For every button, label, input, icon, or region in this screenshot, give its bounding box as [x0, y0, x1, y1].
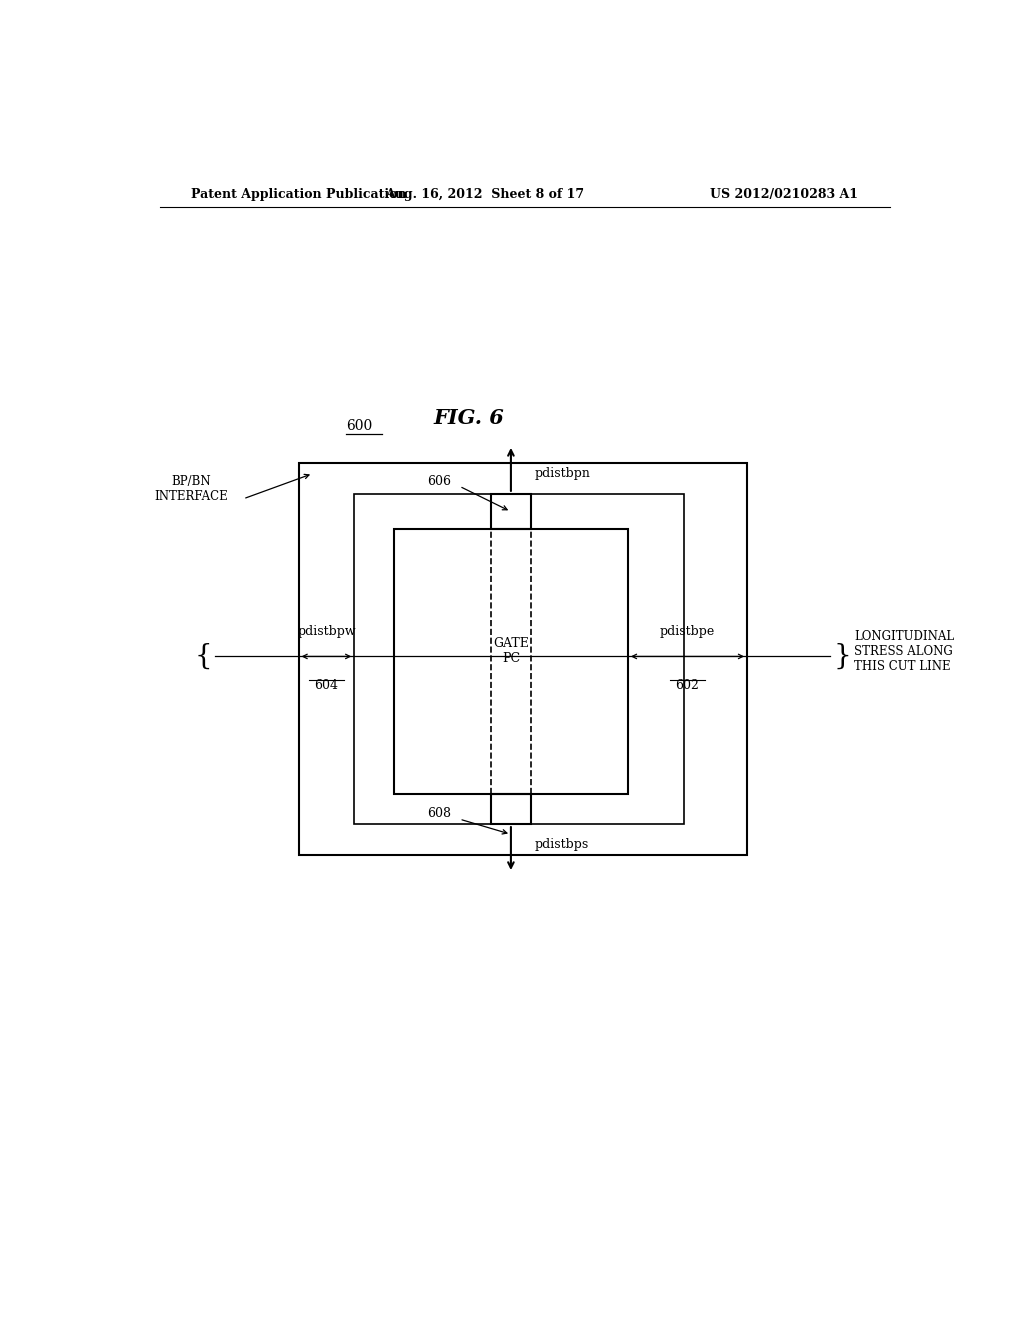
Bar: [492, 494, 530, 529]
Text: pdistbpn: pdistbpn: [535, 467, 591, 480]
Text: LONGITUDINAL
STRESS ALONG
THIS CUT LINE: LONGITUDINAL STRESS ALONG THIS CUT LINE: [854, 630, 954, 673]
Text: FIG. 6: FIG. 6: [434, 408, 505, 428]
Text: US 2012/0210283 A1: US 2012/0210283 A1: [710, 189, 858, 202]
Text: 606: 606: [427, 475, 452, 487]
Text: 600: 600: [346, 418, 373, 433]
Text: Patent Application Publication: Patent Application Publication: [191, 189, 407, 202]
Text: 602: 602: [676, 678, 699, 692]
Text: pdistbpe: pdistbpe: [659, 626, 715, 638]
Text: 604: 604: [314, 678, 338, 692]
Text: {: {: [195, 643, 212, 671]
Text: }: }: [834, 643, 851, 671]
Text: 608: 608: [427, 808, 452, 821]
Text: Aug. 16, 2012  Sheet 8 of 17: Aug. 16, 2012 Sheet 8 of 17: [386, 189, 585, 202]
Bar: [394, 529, 628, 793]
Bar: [299, 463, 748, 854]
Bar: [492, 793, 530, 824]
Text: pdistbpw: pdistbpw: [297, 626, 355, 638]
Text: BP/BN
INTERFACE: BP/BN INTERFACE: [155, 475, 228, 503]
Text: pdistbps: pdistbps: [535, 838, 589, 851]
Bar: [354, 494, 684, 824]
Text: GATE
PC: GATE PC: [493, 638, 528, 665]
